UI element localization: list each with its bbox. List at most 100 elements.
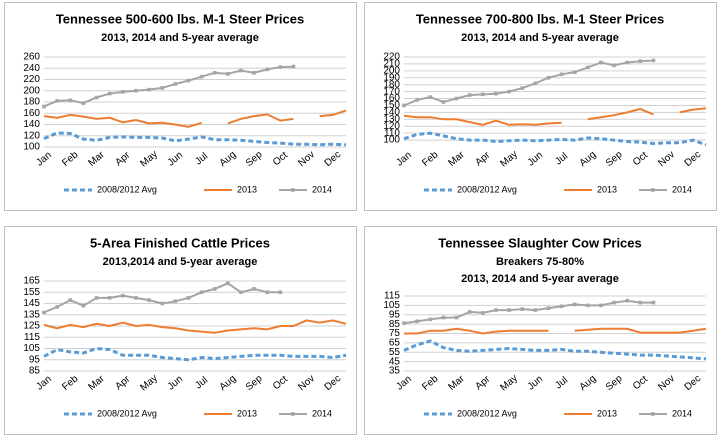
y-tick-label: 100 [383, 135, 400, 146]
y-tick-label: 220 [23, 74, 40, 85]
series-marker [134, 296, 138, 300]
y-tick-label: 75 [389, 328, 401, 339]
series-marker [186, 78, 191, 83]
series-marker [441, 315, 446, 320]
series-marker [278, 65, 283, 69]
legend-marker [651, 188, 655, 192]
series-line [403, 339, 707, 361]
series-marker [533, 81, 538, 86]
series-marker [441, 100, 446, 104]
series-marker [42, 104, 46, 109]
series-marker [546, 75, 551, 80]
legend-label: 2008/2012 Avg [97, 408, 157, 418]
chart-title: Tennessee Slaughter Cow Prices [438, 235, 642, 250]
series-marker [520, 307, 524, 311]
legend-label: 2013 [237, 184, 257, 194]
series-marker [186, 296, 191, 300]
series-marker [42, 310, 46, 315]
legend-label: 2014 [312, 408, 332, 418]
series-line [43, 131, 347, 147]
y-tick-label: 160 [23, 108, 40, 119]
y-tick-label: 55 [389, 347, 401, 358]
series-marker [147, 298, 151, 302]
chart-subtitle: Breakers 75-80% [496, 256, 584, 268]
legend-label: 2008/2012 Avg [457, 408, 517, 418]
series-line [403, 131, 707, 147]
series-marker [625, 60, 630, 65]
y-tick-label: 35 [389, 366, 401, 377]
y-tick-label: 145 [23, 298, 40, 309]
y-tick-label: 120 [23, 130, 40, 141]
series-marker [120, 90, 125, 94]
series-marker [212, 70, 217, 75]
y-tick-label: 120 [383, 121, 400, 132]
y-tick-label: 180 [23, 97, 40, 108]
series-marker [572, 70, 577, 75]
series-marker [651, 300, 656, 305]
chart-panel: Tennessee 500-600 lbs. M-1 Steer Prices 2… [4, 2, 357, 211]
series-marker [134, 88, 138, 93]
series-marker [428, 317, 433, 322]
y-tick-label: 85 [389, 319, 401, 330]
series-marker [428, 95, 433, 99]
series-marker [402, 321, 406, 325]
series-marker [147, 87, 151, 92]
series-marker [599, 303, 603, 308]
series-marker [638, 300, 643, 305]
chart-subtitle: 2013, 2014 and 5-year average [461, 32, 619, 44]
y-tick-label: 140 [383, 107, 400, 118]
y-tick-label: 95 [29, 354, 41, 365]
series-marker [278, 290, 283, 295]
series-marker [239, 68, 243, 73]
series-marker [546, 306, 551, 310]
chart-title: Tennessee 500-600 lbs. M-1 Steer Prices [56, 11, 304, 26]
y-tick-label: 160 [383, 93, 400, 104]
y-tick-label: 105 [23, 343, 40, 354]
series-marker [454, 315, 459, 320]
panel-border [364, 2, 717, 211]
y-tick-label: 220 [383, 52, 400, 63]
series-marker [265, 67, 270, 72]
series-marker [586, 65, 590, 70]
series-marker [480, 311, 485, 315]
panel-border [4, 226, 357, 435]
series-marker [199, 74, 204, 79]
series-marker [239, 290, 243, 295]
y-tick-label: 45 [389, 356, 401, 367]
series-marker [55, 99, 59, 103]
chart-panel: Tennessee Slaughter Cow Prices Breakers 7… [364, 226, 717, 435]
y-tick-label: 105 [383, 300, 400, 311]
series-marker [559, 72, 564, 77]
y-tick-label: 125 [23, 321, 40, 332]
y-tick-label: 155 [23, 287, 40, 298]
chart-subtitle: 2013, 2014 and 5-year average [101, 32, 259, 44]
chart-panel: 5-Area Finished Cattle Prices 2013,2014 a… [4, 226, 357, 435]
series-marker [252, 70, 256, 75]
legend-marker [291, 188, 295, 192]
series-marker [226, 281, 230, 286]
series-marker [199, 290, 204, 295]
y-tick-label: 100 [23, 142, 40, 153]
series-marker [507, 308, 511, 312]
series-line [43, 346, 347, 362]
series-marker [559, 304, 564, 309]
series-line [404, 327, 707, 335]
y-tick-label: 135 [23, 309, 40, 320]
legend-label: 2008/2012 Avg [97, 184, 157, 194]
y-tick-label: 65 [389, 338, 401, 349]
y-tick-label: 130 [383, 114, 400, 125]
panel-border [4, 2, 357, 211]
series-marker [265, 290, 270, 295]
y-tick-label: 110 [384, 128, 400, 139]
series-marker [402, 103, 406, 108]
series-marker [651, 58, 656, 63]
chart-title: 5-Area Finished Cattle Prices [90, 235, 270, 250]
series-line [403, 299, 654, 325]
y-tick-label: 165 [23, 276, 40, 287]
series-line [403, 59, 654, 107]
series-marker [120, 293, 125, 298]
y-tick-label: 200 [383, 65, 400, 76]
y-tick-label: 240 [23, 63, 40, 74]
series-marker [173, 299, 178, 304]
